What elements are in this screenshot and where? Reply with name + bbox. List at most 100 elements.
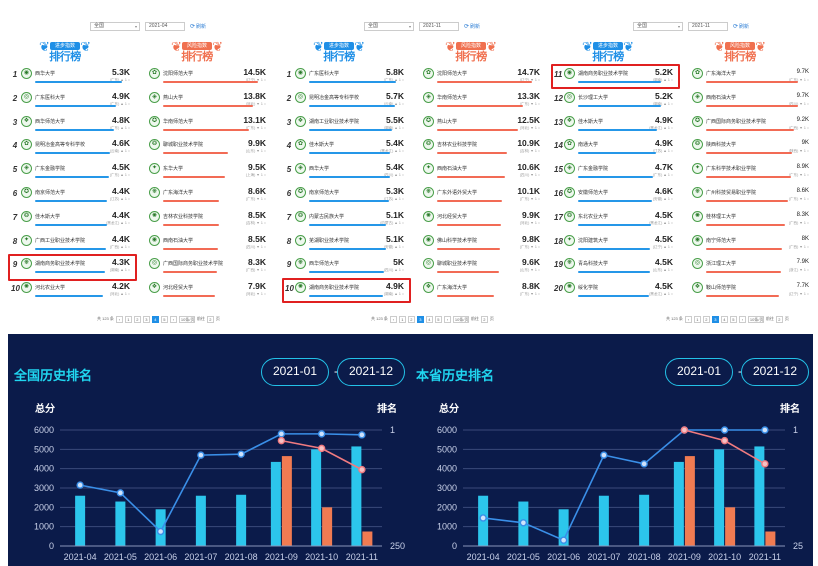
list-item[interactable]: ✦ 西南石油大学 10.6K (四川) ▼ 1 ○ <box>421 161 542 185</box>
national-end-month-picker[interactable]: 2021-12 <box>337 358 405 386</box>
list-item[interactable]: 5 ◈ 西华大学 5.4K (四川) ▲ 1 ○ <box>285 161 406 185</box>
list-item[interactable]: ◉ 佛山科学技术学院 9.8K (广东) ▼ 1 ○ <box>421 233 542 257</box>
province-end-month-picker[interactable]: 2021-12 <box>741 358 809 386</box>
list-item[interactable]: 2 ◎ 昆明冶金高等专科学校 5.7K (云南) ▲ 1 ○ <box>285 90 406 114</box>
list-item[interactable]: 8 ✦ 芜湖职业技术学院 5.1K (安徽) ▲ 1 ○ <box>285 233 406 257</box>
page-button[interactable]: 2 <box>702 315 710 323</box>
list-item[interactable]: 14 ✿ 南通大学 4.9K (江苏) ▲ 1 ○ <box>554 137 675 161</box>
list-item[interactable]: ✿ 广东海洋大学 9.7K (广东) ▼ 1 ○ <box>690 66 811 90</box>
list-item[interactable]: ✺ 吉林农业科技学院 8.5K (吉林) ▼ 1 ○ <box>147 209 268 233</box>
page-size-select[interactable]: 10条/页 <box>178 315 195 323</box>
list-item[interactable]: 1 ◉ 广东医科大学 5.8K (广东) ▲ 1 ○ <box>285 66 406 90</box>
next-page-button[interactable]: › <box>169 315 177 323</box>
page-button[interactable]: 5 <box>729 315 737 323</box>
list-item[interactable]: ❖ 河北经贸大学 7.9K (河北) ▼ 1 ○ <box>147 280 268 304</box>
month-picker[interactable]: 2021-11 <box>419 21 459 31</box>
page-size-select[interactable]: 10条/页 <box>747 315 764 323</box>
list-item[interactable]: 12 ◎ 长沙理工大学 5.2K (湖南) ▲ 1 ○ <box>554 90 675 114</box>
list-item[interactable]: ◉ 南宁师范大学 8K (广西) ▼ 1 ○ <box>690 233 811 257</box>
list-item[interactable]: ✦ 东华大学 9.5K (上海) ▼ 1 ○ <box>147 161 268 185</box>
goto-page-input[interactable]: 2 <box>206 315 214 323</box>
page-button[interactable]: 3 <box>416 315 424 323</box>
refresh-button[interactable]: ⟳ 刷新 <box>733 23 749 30</box>
refresh-button[interactable]: ⟳ 刷新 <box>190 23 206 30</box>
page-button[interactable]: 1 <box>693 315 701 323</box>
page-button[interactable]: 1 <box>124 315 132 323</box>
list-item[interactable]: 6 ✪ 南京师范大学 5.3K (江苏) ▲ 1 ○ <box>285 185 406 209</box>
prev-page-button[interactable]: ‹ <box>389 315 397 323</box>
page-button[interactable]: 2 <box>133 315 141 323</box>
region-select[interactable]: 全国 ▾ <box>633 21 683 31</box>
list-item[interactable]: 17 ❂ 东北农业大学 4.5K (黑龙江) ▲ 1 ○ <box>554 209 675 233</box>
list-item[interactable]: ✺ 桂林理工大学 8.3K (广西) ▼ 1 ○ <box>690 209 811 233</box>
page-button[interactable]: 5 <box>434 315 442 323</box>
list-item[interactable]: ◈ 西南石油大学 9.7K (四川) ▼ 1 ○ <box>690 90 811 114</box>
list-item[interactable]: ✪ 燕山大学 12.5K (河北) ▼ 1 ○ <box>421 114 542 138</box>
page-button[interactable]: 5 <box>160 315 168 323</box>
list-item[interactable]: 13 ❖ 佳木斯大学 4.9K (黑龙江) ▲ 1 ○ <box>554 114 675 138</box>
list-item[interactable]: 15 ◈ 广东金融学院 4.7K (广东) ▲ 1 ○ <box>554 161 675 185</box>
list-item[interactable]: 6 ✪ 南京师范大学 4.4K (江苏) ▲ 1 ○ <box>11 185 132 209</box>
page-button[interactable]: 3 <box>142 315 150 323</box>
next-page-button[interactable]: › <box>738 315 746 323</box>
list-item[interactable]: 10 ✺ 河北农业大学 4.2K (河北) ▲ 1 ○ <box>11 280 132 304</box>
list-item[interactable]: ❋ 广东外语外贸大学 10.1K (广东) ▼ 1 ○ <box>421 185 542 209</box>
month-picker[interactable]: 2021-11 <box>688 21 728 31</box>
list-item[interactable]: ◎ 聊城职业技术学院 9.6K (山东) ▼ 1 ○ <box>421 256 542 280</box>
list-item[interactable]: ◈ 燕山大学 13.8K (河北) ▼ 1 ○ <box>147 90 268 114</box>
goto-page-input[interactable]: 2 <box>775 315 783 323</box>
list-item[interactable]: ❖ 广东海洋大学 8.8K (广东) ▼ 1 ○ <box>421 280 542 304</box>
list-item[interactable]: ❂ 吉林农业科技学院 10.9K (吉林) ▼ 1 ○ <box>421 137 542 161</box>
list-item[interactable]: 20 ✺ 绥化学院 4.5K (黑龙江) ▲ 1 ○ <box>554 280 675 304</box>
prev-page-button[interactable]: ‹ <box>115 315 123 323</box>
list-item[interactable]: ❋ 广州科技贸易职业学院 8.6K (广东) ▼ 1 ○ <box>690 185 811 209</box>
list-item[interactable]: 16 ✪ 安徽师范大学 4.6K (安徽) ▲ 1 ○ <box>554 185 675 209</box>
goto-page-input[interactable]: 2 <box>480 315 488 323</box>
list-item[interactable]: ◉ 西南石油大学 8.5K (四川) ▼ 1 ○ <box>147 233 268 257</box>
list-item[interactable]: ◈ 华南师范大学 13.3K (广东) ▼ 1 ○ <box>421 90 542 114</box>
list-item[interactable]: 8 ✦ 广西工业职业技术学院 4.4K (广西) ▲ 1 ○ <box>11 233 132 257</box>
list-item[interactable]: ✺ 河北经贸大学 9.9K (河北) ▼ 1 ○ <box>421 209 542 233</box>
list-item[interactable]: 7 ❂ 内蒙古民族大学 5.1K (内蒙古) ▲ 1 ○ <box>285 209 406 233</box>
page-button[interactable]: 3 <box>711 315 719 323</box>
page-button[interactable]: 4 <box>151 315 159 323</box>
list-item[interactable]: ❂ 聊城职业技术学院 9.9K (山东) ▼ 1 ○ <box>147 137 268 161</box>
list-item[interactable]: ✦ 广东科学技术职业学院 8.9K (广东) ▼ 1 ○ <box>690 161 811 185</box>
next-page-button[interactable]: › <box>443 315 451 323</box>
page-button[interactable]: 1 <box>398 315 406 323</box>
region-select[interactable]: 全国 ▾ <box>364 21 414 31</box>
list-item[interactable]: ❋ 广东海洋大学 8.6K (广东) ▼ 1 ○ <box>147 185 268 209</box>
list-item[interactable]: ✪ 广西国际商务职业技术学院 9.2K (广西) ▼ 1 ○ <box>690 114 811 138</box>
list-item[interactable]: ◎ 广西国际商务职业技术学院 8.3K (广西) ▼ 1 ○ <box>147 256 268 280</box>
region-select[interactable]: 全国 ▾ <box>90 21 140 31</box>
list-item[interactable]: 3 ❖ 西华师范大学 4.8K (广东) ▲ 1 ○ <box>11 114 132 138</box>
list-item[interactable]: 4 ✿ 佳木斯大学 5.4K (黑龙江) ▲ 1 ○ <box>285 137 406 161</box>
list-item[interactable]: ✿ 沈阳师范大学 14.5K (辽宁) ▼ 1 ○ <box>147 66 268 90</box>
list-item[interactable]: ✿ 沈阳师范大学 14.7K (辽宁) ▼ 1 ○ <box>421 66 542 90</box>
page-size-select[interactable]: 10条/页 <box>452 315 469 323</box>
list-item[interactable]: ❖ 鞍山师范学院 7.7K (辽宁) ▼ 1 ○ <box>690 280 811 304</box>
prev-page-button[interactable]: ‹ <box>684 315 692 323</box>
list-item[interactable]: 9 ❋ 西华师范大学 5K (四川) ▲ 1 ○ <box>285 256 406 280</box>
month-picker[interactable]: 2021-04 <box>145 21 185 31</box>
list-item[interactable]: 3 ❖ 湖南工业职业技术学院 5.5K (湖南) ▲ 1 ○ <box>285 114 406 138</box>
national-start-month-picker[interactable]: 2021-01 <box>261 358 329 386</box>
page-button[interactable]: 4 <box>425 315 433 323</box>
list-item[interactable]: 5 ◈ 广东金融学院 4.5K (广东) ▲ 1 ○ <box>11 161 132 185</box>
list-item[interactable]: 10 ✺ 湖南商务职业技术学院 4.9K (湖南) ▲ 1 ○ <box>285 280 406 304</box>
refresh-button[interactable]: ⟳ 刷新 <box>464 23 480 30</box>
page-button[interactable]: 4 <box>720 315 728 323</box>
list-item[interactable]: 11 ◉ 湖南商务职业技术学院 5.2K (湖南) ▲ 1 ○ <box>554 66 675 90</box>
list-item[interactable]: 18 ✦ 沈阳建筑大学 4.5K (辽宁) ▲ 1 ○ <box>554 233 675 257</box>
list-item[interactable]: 9 ❋ 湖南商务职业技术学院 4.3K (湖南) ▲ 1 ○ <box>11 256 132 280</box>
list-item[interactable]: 1 ◉ 西华大学 5.3K (广东) ▲ 1 ○ <box>11 66 132 90</box>
list-item[interactable]: 2 ◎ 广东医科大学 4.9K (广东) ▲ 1 ○ <box>11 90 132 114</box>
list-item[interactable]: 19 ❋ 青岛科技大学 4.5K (山东) ▲ 1 ○ <box>554 256 675 280</box>
list-item[interactable]: 7 ❂ 佳木斯大学 4.4K (黑龙江) ▲ 1 ○ <box>11 209 132 233</box>
list-item[interactable]: ◎ 浙江理工大学 7.9K (浙江) ▼ 1 ○ <box>690 256 811 280</box>
province-start-month-picker[interactable]: 2021-01 <box>665 358 733 386</box>
page-button[interactable]: 2 <box>407 315 415 323</box>
list-item[interactable]: ✪ 华南师范大学 13.1K (广东) ▼ 1 ○ <box>147 114 268 138</box>
list-item[interactable]: ❂ 陕西科技大学 9K (陕西) ▼ 1 ○ <box>690 137 811 161</box>
list-item[interactable]: 4 ✿ 昆明冶金高等专科学校 4.6K (云南) ▲ 1 ○ <box>11 137 132 161</box>
